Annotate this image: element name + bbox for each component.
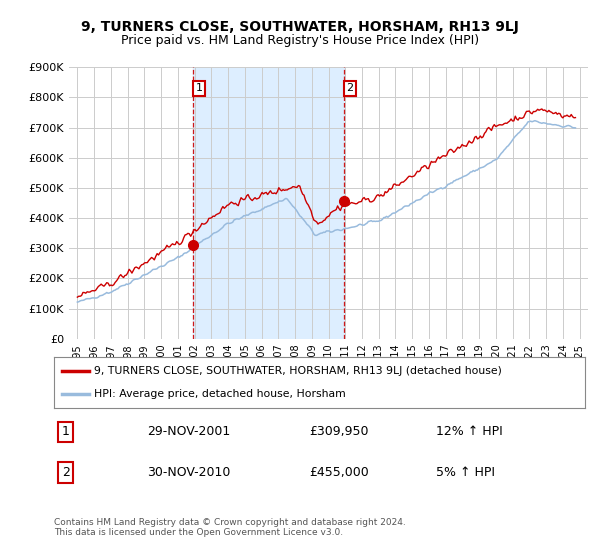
Text: 1: 1 (62, 425, 70, 438)
Text: 30-NOV-2010: 30-NOV-2010 (147, 466, 230, 479)
Text: Price paid vs. HM Land Registry's House Price Index (HPI): Price paid vs. HM Land Registry's House … (121, 34, 479, 47)
Text: HPI: Average price, detached house, Horsham: HPI: Average price, detached house, Hors… (94, 389, 346, 399)
Text: £309,950: £309,950 (309, 425, 368, 438)
Text: 29-NOV-2001: 29-NOV-2001 (147, 425, 230, 438)
Text: 1: 1 (196, 83, 203, 94)
Text: 12% ↑ HPI: 12% ↑ HPI (436, 425, 503, 438)
Text: 9, TURNERS CLOSE, SOUTHWATER, HORSHAM, RH13 9LJ (detached house): 9, TURNERS CLOSE, SOUTHWATER, HORSHAM, R… (94, 366, 502, 376)
Text: Contains HM Land Registry data © Crown copyright and database right 2024.
This d: Contains HM Land Registry data © Crown c… (54, 518, 406, 538)
Text: 5% ↑ HPI: 5% ↑ HPI (436, 466, 496, 479)
Text: 2: 2 (346, 83, 353, 94)
Text: £455,000: £455,000 (309, 466, 368, 479)
Text: 2: 2 (62, 466, 70, 479)
Bar (193, 67, 344, 339)
Text: 9, TURNERS CLOSE, SOUTHWATER, HORSHAM, RH13 9LJ: 9, TURNERS CLOSE, SOUTHWATER, HORSHAM, R… (81, 20, 519, 34)
